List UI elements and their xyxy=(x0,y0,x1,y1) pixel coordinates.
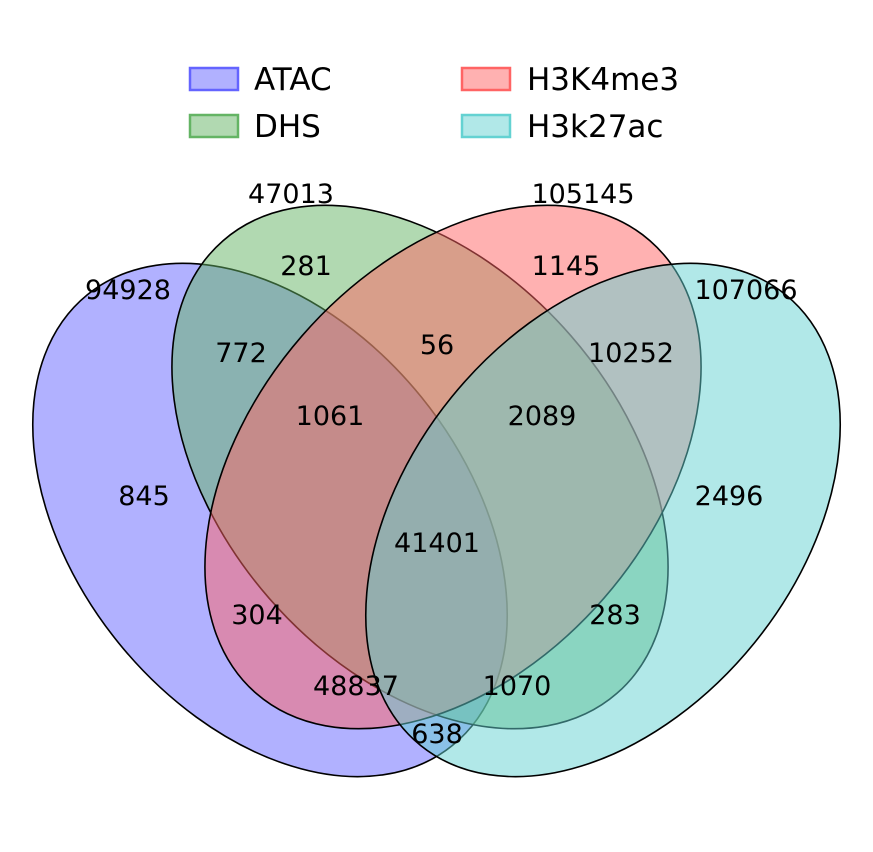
count-h3k4me3-only: 1145 xyxy=(532,251,601,282)
count-dhs-h3k4me3-h3k27ac: 2089 xyxy=(508,401,577,432)
legend-label-h3k4me3: H3K4me3 xyxy=(527,62,679,98)
total-dhs: 47013 xyxy=(248,179,334,210)
count-atac-h3k4me3-h3k27ac: 48837 xyxy=(313,671,399,702)
legend-label-atac: ATAC xyxy=(254,62,332,98)
total-atac: 94928 xyxy=(85,275,171,306)
legend-swatch-h3k4me3 xyxy=(460,66,512,92)
legend-swatch-atac xyxy=(188,66,240,92)
legend-label-h3k27ac: H3k27ac xyxy=(527,109,663,145)
legend-label-dhs: DHS xyxy=(254,109,321,145)
count-atac-h3k4me3: 304 xyxy=(231,600,283,631)
set-totals: 94928 47013 105145 107066 xyxy=(85,179,797,306)
count-dhs-h3k27ac: 283 xyxy=(589,600,641,631)
venn-ellipses xyxy=(31,204,842,778)
count-all-four: 41401 xyxy=(394,528,480,559)
count-h3k27ac-only: 2496 xyxy=(695,481,764,512)
count-atac-dhs-h3k4me3: 1061 xyxy=(296,401,365,432)
ellipse-h3k27ac xyxy=(364,262,842,778)
count-dhs-h3k4me3: 56 xyxy=(420,330,454,361)
region-counts: 845 281 1145 2496 772 56 10252 1061 2089… xyxy=(118,251,763,750)
legend: ATAC DHS H3K4me3 H3k27ac xyxy=(188,62,679,145)
count-atac-dhs: 772 xyxy=(215,338,267,369)
legend-swatch-dhs xyxy=(188,113,240,139)
legend-swatch-h3k27ac xyxy=(460,113,512,139)
count-atac-dhs-h3k27ac: 1070 xyxy=(483,671,552,702)
count-atac-h3k27ac: 638 xyxy=(411,719,463,750)
count-atac-only: 845 xyxy=(118,481,170,512)
count-h3k4me3-h3k27ac: 10252 xyxy=(588,338,674,369)
total-h3k27ac: 107066 xyxy=(694,275,797,306)
total-h3k4me3: 105145 xyxy=(531,179,634,210)
count-dhs-only: 281 xyxy=(280,251,332,282)
